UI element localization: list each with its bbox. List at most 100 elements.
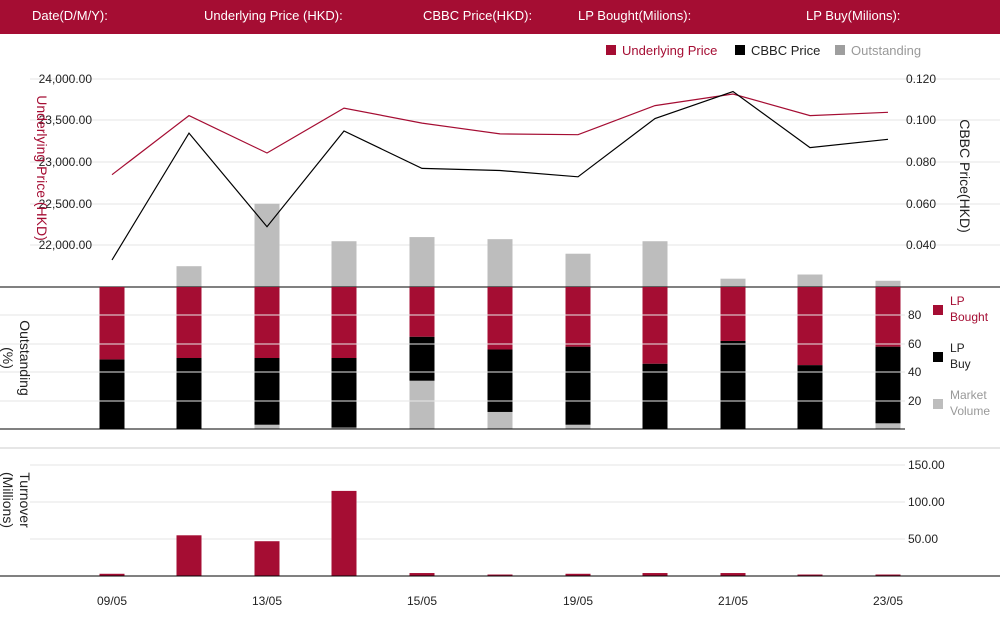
market-volume-bar bbox=[331, 427, 357, 429]
turnover-bar bbox=[487, 574, 513, 576]
y-tick-right: 0.040 bbox=[906, 238, 936, 252]
lp-buy-bar bbox=[409, 336, 435, 381]
underlying-price-label: Underlying Price (HKD): bbox=[204, 8, 343, 23]
lp-buy-bar bbox=[642, 363, 668, 429]
x-tick-label: 15/05 bbox=[407, 594, 437, 608]
y-tick-right: 0.080 bbox=[906, 155, 936, 169]
lp-buy-bar bbox=[875, 346, 901, 424]
legend-lp-bought-label-line1: LP bbox=[950, 294, 965, 308]
outstanding-bar bbox=[875, 280, 901, 287]
market-volume-bar bbox=[487, 411, 513, 429]
x-tick-label: 09/05 bbox=[97, 594, 127, 608]
lp-buy-bar bbox=[176, 358, 202, 429]
turnover-bar bbox=[797, 574, 823, 576]
cbbc-price-label: CBBC Price(HKD): bbox=[423, 8, 533, 23]
underlying-price-line bbox=[111, 93, 889, 176]
legend-underlying-price-label: Underlying Price bbox=[622, 43, 717, 58]
turnover-bar bbox=[720, 573, 746, 576]
lp-bought-bar bbox=[99, 287, 125, 360]
lp-buy-bar bbox=[487, 349, 513, 412]
legend-underlying-price-swatch bbox=[606, 45, 616, 55]
lp-bought-label: LP Bought(Milions): bbox=[578, 8, 692, 23]
legend-cbbc-price-label: CBBC Price bbox=[751, 43, 820, 58]
outstanding-bar bbox=[642, 241, 668, 287]
bottom-axis-title-line1: Turnover bbox=[17, 472, 33, 528]
lp-bought-bar bbox=[565, 287, 591, 347]
turnover-bar bbox=[99, 573, 125, 576]
legend-lp-buy-swatch bbox=[933, 352, 943, 362]
outstanding-bar bbox=[797, 274, 823, 287]
lp-buy-bar bbox=[565, 346, 591, 425]
y-tick-left: 22,500.00 bbox=[39, 197, 93, 211]
outstanding-bar bbox=[487, 239, 513, 287]
x-tick-label: 13/05 bbox=[252, 594, 282, 608]
legend-outstanding-swatch bbox=[835, 45, 845, 55]
lp-bought-bar bbox=[176, 287, 202, 358]
legend-lp-buy-label-line2: Buy bbox=[950, 357, 971, 371]
lp-buy-bar bbox=[331, 358, 357, 428]
outstanding-bar bbox=[409, 237, 435, 287]
y-tick-right: 0.060 bbox=[906, 197, 936, 211]
turnover-bar bbox=[254, 541, 280, 576]
outstanding-bar bbox=[565, 253, 591, 287]
market-volume-bar bbox=[875, 423, 901, 429]
y-tick-left: 22,000.00 bbox=[39, 238, 93, 252]
outstanding-bar bbox=[331, 241, 357, 287]
legend-lp-buy-label-line1: LP bbox=[950, 341, 965, 355]
y-tick-bottom: 50.00 bbox=[908, 532, 938, 546]
outstanding-bar bbox=[720, 278, 746, 287]
legend-outstanding-label: Outstanding bbox=[851, 43, 921, 58]
lp-buy-label: LP Buy(Milions): bbox=[806, 8, 901, 23]
header-bar: Date(D/M/Y): Underlying Price (HKD): CBB… bbox=[0, 0, 1000, 34]
lp-bought-bar bbox=[409, 287, 435, 337]
turnover-bar bbox=[642, 573, 668, 576]
outstanding-bar bbox=[176, 266, 202, 287]
y-axis-title-right: CBBC Price(HKD) bbox=[957, 119, 973, 233]
legend-cbbc-price-swatch bbox=[735, 45, 745, 55]
lp-bought-bar bbox=[720, 287, 746, 341]
y-tick-left: 23,000.00 bbox=[39, 155, 93, 169]
cbbc-price-line bbox=[111, 90, 889, 261]
outstanding-bar bbox=[254, 203, 280, 287]
lp-bought-bar bbox=[875, 287, 901, 347]
y-tick-left: 23,500.00 bbox=[39, 113, 93, 127]
y-tick-middle: 40 bbox=[908, 365, 922, 379]
y-tick-right: 0.100 bbox=[906, 113, 936, 127]
market-volume-bar bbox=[409, 380, 435, 429]
y-tick-bottom: 100.00 bbox=[908, 495, 945, 509]
y-axis-title-left: Underlying Price (HKD) bbox=[34, 95, 50, 240]
legend-market-volume-swatch bbox=[933, 399, 943, 409]
market-volume-bar bbox=[565, 424, 591, 429]
y-tick-middle: 60 bbox=[908, 337, 922, 351]
lp-buy-bar bbox=[797, 365, 823, 429]
y-tick-middle: 20 bbox=[908, 394, 922, 408]
x-tick-label: 23/05 bbox=[873, 594, 903, 608]
middle-axis-title-line2: (%) bbox=[0, 347, 16, 369]
lp-buy-bar bbox=[254, 358, 280, 425]
turnover-bar bbox=[875, 574, 901, 576]
lp-bought-bar bbox=[797, 287, 823, 366]
y-tick-left: 24,000.00 bbox=[39, 72, 93, 86]
lp-bought-bar bbox=[254, 287, 280, 358]
middle-axis-title-line1: Outstanding bbox=[17, 320, 33, 396]
legend-lp-bought-swatch bbox=[933, 305, 943, 315]
lp-bought-bar bbox=[331, 287, 357, 358]
turnover-bar bbox=[409, 573, 435, 576]
lp-buy-bar bbox=[720, 340, 746, 429]
lp-buy-bar bbox=[99, 359, 125, 429]
x-tick-label: 19/05 bbox=[563, 594, 593, 608]
legend-lp-bought-label-line2: Bought bbox=[950, 310, 989, 324]
y-tick-bottom: 150.00 bbox=[908, 458, 945, 472]
lp-bought-bar bbox=[487, 287, 513, 350]
turnover-bar bbox=[565, 573, 591, 576]
y-tick-right: 0.120 bbox=[906, 72, 936, 86]
lp-bought-bar bbox=[642, 287, 668, 364]
market-volume-bar bbox=[254, 424, 280, 429]
y-tick-middle: 80 bbox=[908, 308, 922, 322]
bottom-axis-title-line2: (Millions) bbox=[0, 472, 16, 528]
legend-market-volume-label-line2: Volume bbox=[950, 404, 990, 418]
x-tick-label: 21/05 bbox=[718, 594, 748, 608]
turnover-bar bbox=[331, 490, 357, 576]
date-label: Date(D/M/Y): bbox=[32, 8, 108, 23]
